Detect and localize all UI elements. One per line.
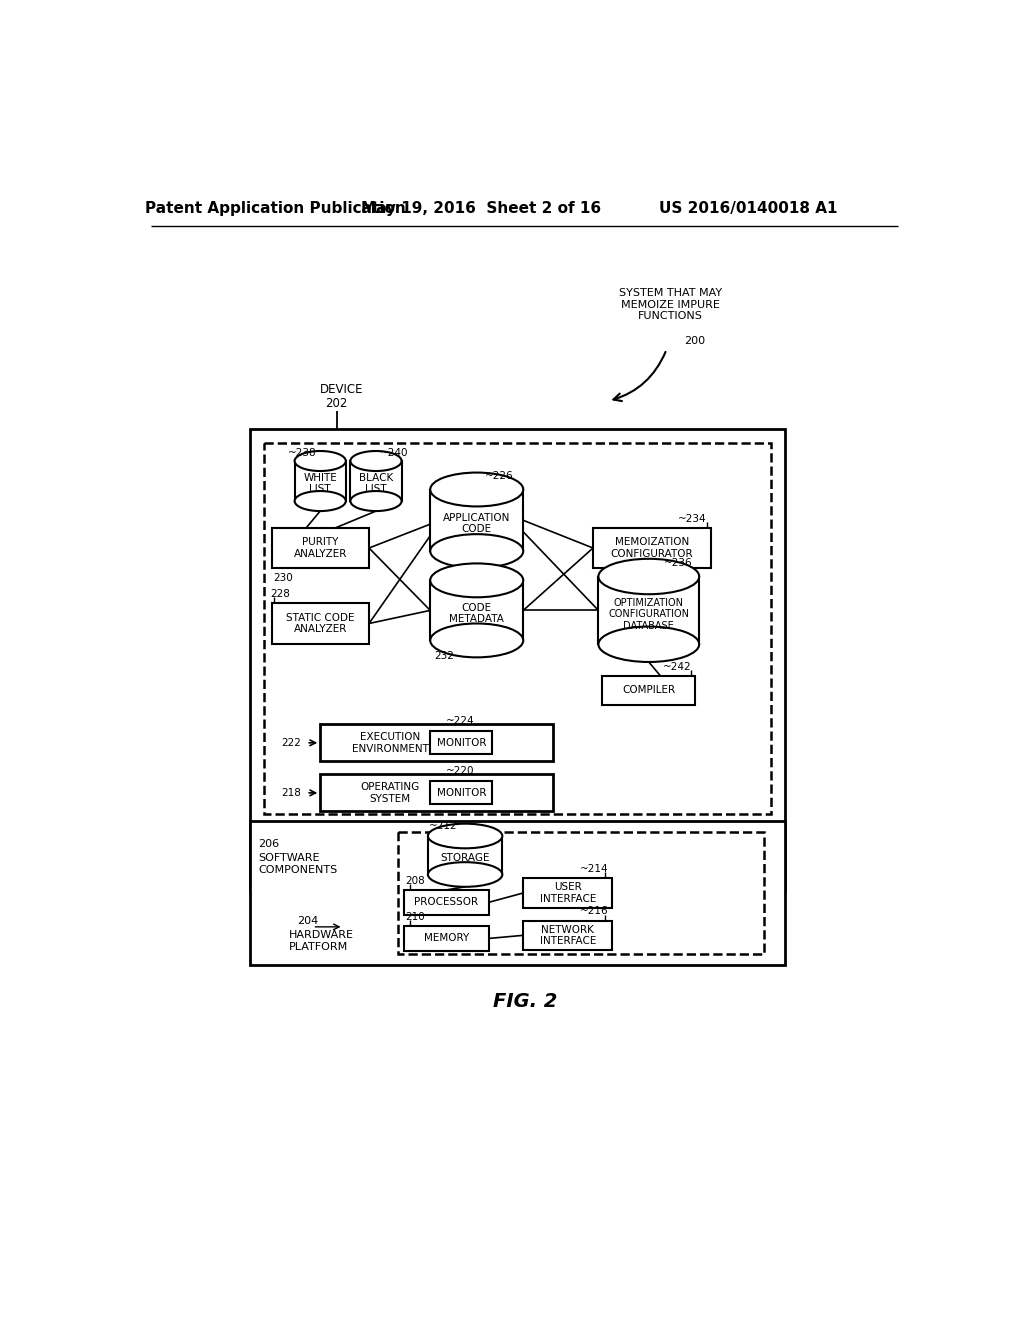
Ellipse shape	[430, 473, 523, 507]
Text: 218: 218	[281, 788, 301, 797]
Ellipse shape	[350, 451, 401, 471]
Text: 200: 200	[684, 335, 706, 346]
Text: 208: 208	[406, 875, 425, 886]
Bar	[264, 444, 771, 814]
Text: ~220: ~220	[445, 766, 474, 776]
Text: OPERATING
SYSTEM: OPERATING SYSTEM	[360, 781, 420, 804]
Text: MEMOIZATION
CONFIGURATOR: MEMOIZATION CONFIGURATOR	[610, 537, 693, 558]
Ellipse shape	[598, 627, 699, 663]
Text: FIG. 2: FIG. 2	[493, 993, 557, 1011]
Text: MONITOR: MONITOR	[436, 738, 486, 748]
Text: ~240: ~240	[380, 449, 409, 458]
Text: 230: 230	[273, 573, 294, 583]
FancyArrowPatch shape	[613, 352, 666, 401]
Bar	[321, 725, 553, 762]
Bar	[350, 461, 401, 502]
Ellipse shape	[428, 824, 503, 849]
Ellipse shape	[350, 491, 401, 511]
Bar	[602, 676, 695, 705]
Text: 206: 206	[258, 838, 280, 849]
Bar	[272, 603, 369, 644]
Text: May 19, 2016  Sheet 2 of 16: May 19, 2016 Sheet 2 of 16	[360, 201, 601, 216]
Bar	[598, 577, 699, 644]
Bar	[403, 890, 489, 915]
Bar	[295, 461, 346, 502]
Ellipse shape	[295, 491, 346, 511]
Bar	[593, 528, 711, 568]
Bar	[430, 731, 493, 755]
Ellipse shape	[428, 862, 503, 887]
Text: APPLICATION
CODE: APPLICATION CODE	[443, 512, 510, 535]
Text: CODE
METADATA: CODE METADATA	[450, 603, 504, 624]
Text: EXECUTION
ENVIRONMENT: EXECUTION ENVIRONMENT	[351, 733, 428, 754]
Text: STATIC CODE
ANALYZER: STATIC CODE ANALYZER	[287, 612, 355, 635]
Text: ~234: ~234	[678, 513, 707, 524]
Bar	[523, 878, 612, 908]
Bar	[523, 921, 612, 950]
Bar	[321, 775, 553, 812]
Ellipse shape	[430, 623, 523, 657]
Text: HARDWARE: HARDWARE	[289, 929, 354, 940]
Ellipse shape	[598, 558, 699, 594]
Text: ~236: ~236	[665, 558, 693, 569]
Text: DEVICE: DEVICE	[321, 383, 364, 396]
Text: ~226: ~226	[484, 471, 513, 482]
Text: COMPILER: COMPILER	[623, 685, 676, 696]
Text: PLATFORM: PLATFORM	[289, 942, 348, 952]
Text: ~224: ~224	[445, 715, 474, 726]
Text: WHITE
LIST: WHITE LIST	[303, 473, 337, 494]
Text: ~238: ~238	[288, 449, 316, 458]
Text: 228: 228	[270, 589, 290, 599]
Bar	[430, 781, 493, 804]
Text: MEMORY: MEMORY	[424, 933, 469, 944]
Bar	[272, 528, 369, 568]
Ellipse shape	[430, 564, 523, 597]
Text: ~214: ~214	[580, 865, 608, 874]
Text: US 2016/0140018 A1: US 2016/0140018 A1	[658, 201, 838, 216]
Text: 202: 202	[326, 397, 348, 409]
Ellipse shape	[295, 451, 346, 471]
Text: COMPONENTS: COMPONENTS	[258, 865, 338, 875]
Bar	[430, 581, 523, 640]
Text: 204: 204	[297, 916, 318, 925]
Text: USER
INTERFACE: USER INTERFACE	[540, 882, 596, 904]
Text: SOFTWARE: SOFTWARE	[258, 853, 319, 862]
Text: MONITOR: MONITOR	[436, 788, 486, 797]
Bar	[251, 821, 785, 965]
Text: Patent Application Publication: Patent Application Publication	[144, 201, 406, 216]
Text: NETWORK
INTERFACE: NETWORK INTERFACE	[540, 924, 596, 946]
Text: PURITY
ANALYZER: PURITY ANALYZER	[294, 537, 347, 558]
Text: PROCESSOR: PROCESSOR	[415, 898, 478, 907]
Bar	[428, 836, 503, 874]
Text: 210: 210	[406, 912, 425, 921]
Text: ~212: ~212	[429, 821, 458, 832]
Text: BLACK
LIST: BLACK LIST	[358, 473, 393, 494]
Text: SYSTEM THAT MAY
MEMOIZE IMPURE
FUNCTIONS: SYSTEM THAT MAY MEMOIZE IMPURE FUNCTIONS	[618, 288, 722, 321]
Bar	[251, 429, 785, 890]
Text: ~242: ~242	[663, 661, 691, 672]
Text: 222: 222	[281, 738, 301, 748]
Text: ~216: ~216	[580, 907, 608, 916]
Text: 232: 232	[434, 651, 454, 661]
Bar	[397, 832, 764, 954]
Bar	[403, 927, 489, 950]
Ellipse shape	[430, 535, 523, 568]
Text: STORAGE: STORAGE	[440, 853, 489, 863]
Bar	[430, 490, 523, 552]
Text: OPTIMIZATION
CONFIGURATION
DATABASE: OPTIMIZATION CONFIGURATION DATABASE	[608, 598, 689, 631]
